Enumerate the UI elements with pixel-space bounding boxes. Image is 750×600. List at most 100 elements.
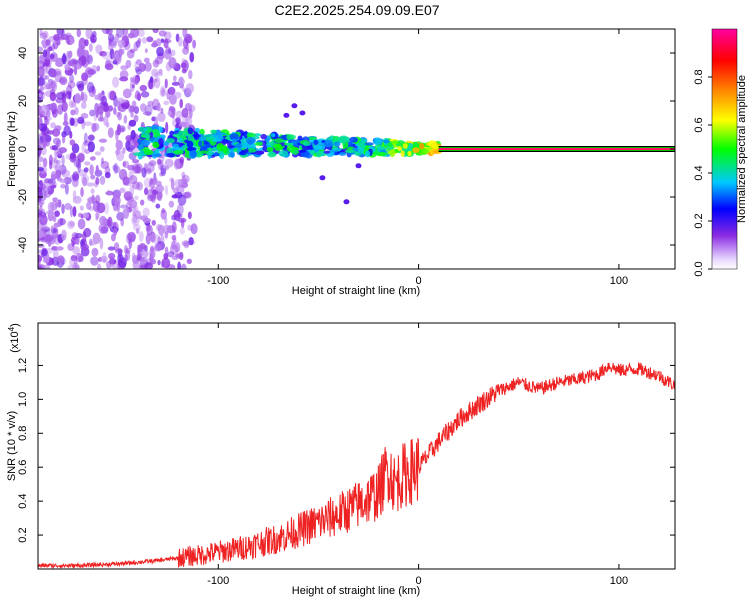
- heatmap-band-blob: [270, 133, 276, 138]
- heatmap-noise-blob: [86, 81, 95, 93]
- heatmap-y-axis-label: Frequency (Hz): [6, 111, 18, 187]
- heatmap-noise-blob: [127, 164, 135, 171]
- heatmap-noise-blob: [107, 127, 114, 138]
- heatmap-band-blob: [210, 129, 217, 134]
- heatmap-noise-blob: [171, 234, 177, 241]
- heatmap-noise-blob: [99, 255, 108, 263]
- heatmap-noise-blob: [182, 47, 190, 55]
- heatmap-noise-blob: [168, 57, 177, 69]
- heatmap-outlier-blob: [319, 175, 326, 181]
- heatmap-noise-blob: [80, 101, 87, 110]
- heatmap-noise-blob: [181, 240, 190, 247]
- heatmap-noise-blob: [65, 90, 72, 100]
- heatmap-noise-blob: [172, 187, 179, 194]
- heatmap-noise-blob: [61, 154, 65, 166]
- heatmap-noise-blob: [151, 258, 156, 265]
- heatmap-band-blob: [274, 143, 283, 151]
- heatmap-noise-blob: [54, 59, 64, 68]
- heatmap-noise-blob: [38, 201, 44, 208]
- heatmap-noise-blob: [156, 102, 161, 112]
- heatmap-noise-blob: [45, 185, 49, 198]
- heatmap-noise-blob: [125, 250, 131, 262]
- heatmap-band-blob: [333, 141, 341, 147]
- heatmap-noise-blob: [67, 38, 71, 44]
- heatmap-noise-blob: [141, 167, 147, 178]
- heatmap-noise-blob: [163, 252, 169, 260]
- heatmap-noise-blob: [89, 34, 97, 44]
- heatmap-noise-blob: [116, 150, 125, 162]
- colorbar: 0.0 0.2 0.4 0.6 0.8 Normalized spectral ampl…: [693, 28, 748, 277]
- heatmap-band-blob: [205, 133, 214, 140]
- heatmap-noise-blob: [68, 100, 75, 109]
- heatmap-noise-blob: [134, 195, 139, 200]
- heatmap-noise-blob: [63, 125, 71, 136]
- heatmap-band-blob: [143, 149, 154, 156]
- heatmap-noise-blob: [49, 102, 58, 111]
- heatmap-band-blob: [307, 136, 317, 141]
- heatmap-noise-blob: [38, 92, 42, 98]
- heatmap-noise-blob: [125, 140, 131, 151]
- heatmap-noise-blob: [101, 95, 107, 106]
- heatmap-noise-blob: [38, 254, 43, 263]
- heatmap-noise-blob: [143, 57, 150, 63]
- heatmap-band-blob: [178, 130, 186, 135]
- heatmap-noise-blob: [181, 171, 186, 179]
- heatmap-y-tick-label: 0: [17, 146, 29, 152]
- heatmap-band-blob: [288, 139, 293, 144]
- heatmap-noise-blob: [57, 104, 64, 115]
- heatmap-noise-blob: [177, 217, 187, 223]
- heatmap-outlier-blob: [283, 112, 290, 118]
- heatmap-noise-blob: [156, 46, 165, 57]
- heatmap-noise-blob: [99, 51, 107, 57]
- snr-y-tick-label: 0.4: [17, 493, 29, 508]
- heatmap-noise-blob: [93, 110, 98, 122]
- heatmap-noise-blob: [162, 224, 171, 235]
- heatmap-noise-blob: [178, 251, 184, 261]
- colorbar-ticks: 0.0 0.2 0.4 0.6 0.8: [693, 69, 712, 277]
- heatmap-noise-blob: [100, 226, 108, 234]
- heatmap-band-blob: [266, 146, 274, 153]
- heatmap-noise-blob: [154, 72, 164, 77]
- heatmap-band-blob: [313, 139, 319, 146]
- heatmap-noise-blob: [52, 215, 57, 223]
- heatmap-noise-blob: [52, 248, 59, 260]
- heatmap-noise-blob: [38, 196, 42, 203]
- heatmap-noise-blob: [51, 43, 55, 52]
- heatmap-noise-blob: [177, 78, 186, 85]
- heatmap-noise-blob: [45, 48, 51, 57]
- heatmap-noise-blob: [160, 107, 164, 114]
- heatmap-noise-blob: [89, 241, 97, 246]
- heatmap-noise-blob: [101, 29, 111, 35]
- heatmap-noise-blob: [53, 222, 62, 228]
- heatmap-noise-blob: [138, 231, 144, 242]
- heatmap-band-blob: [173, 149, 184, 155]
- heatmap-noise-blob: [149, 247, 156, 259]
- heatmap-noise-blob: [70, 254, 78, 262]
- heatmap-noise-blob: [161, 257, 171, 269]
- heatmap-band-blob: [332, 147, 342, 152]
- heatmap-noise-blob: [174, 91, 182, 99]
- heatmap-noise-blob: [84, 39, 89, 47]
- heatmap-noise-blob: [95, 44, 103, 54]
- heatmap-noise-blob: [187, 211, 192, 220]
- heatmap-noise-blob: [140, 91, 150, 98]
- heatmap-noise-blob: [91, 247, 99, 257]
- heatmap-band-blob: [338, 135, 349, 144]
- heatmap-band-blob: [171, 146, 180, 151]
- heatmap-noise-blob: [185, 83, 195, 94]
- heatmap-noise-blob: [90, 256, 99, 266]
- heatmap-noise-blob: [177, 36, 183, 47]
- heatmap-noise-blob: [113, 242, 120, 252]
- heatmap-band-blob: [199, 150, 210, 154]
- heatmap-band-blob: [219, 151, 225, 159]
- heatmap-band-blob: [376, 152, 387, 156]
- heatmap-noise-blob: [120, 102, 130, 109]
- heatmap-noise-blob: [154, 243, 163, 252]
- heatmap-noise-blob: [123, 115, 128, 124]
- heatmap-noise-blob: [144, 48, 148, 53]
- heatmap-outlier-blob: [355, 163, 362, 169]
- heatmap-band-blob: [143, 127, 148, 132]
- heatmap-noise-blob: [57, 164, 63, 171]
- heatmap-noise-blob: [160, 164, 167, 175]
- heatmap-noise-blob: [78, 37, 86, 50]
